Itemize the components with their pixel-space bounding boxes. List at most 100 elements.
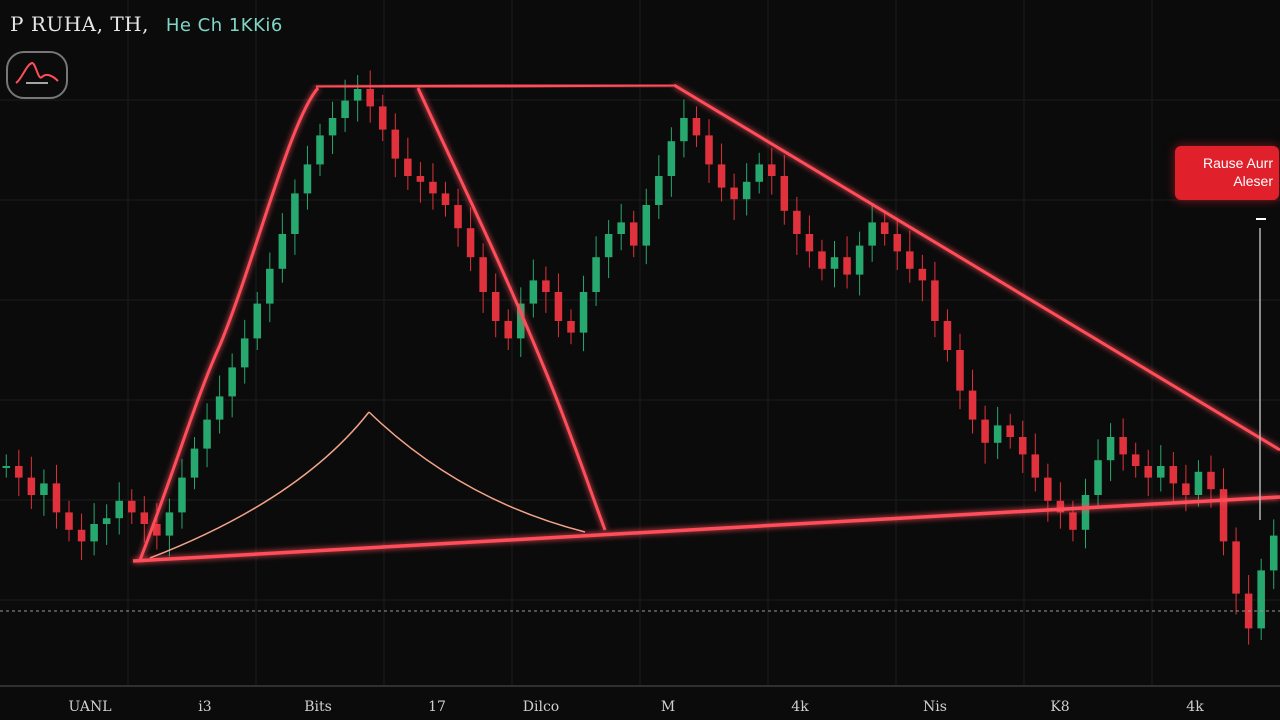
candle[interactable] [1119,437,1127,455]
candle[interactable] [755,164,763,182]
candle[interactable] [454,205,462,229]
candle[interactable] [1056,500,1065,513]
candle[interactable] [128,500,136,513]
candle[interactable] [1269,535,1278,571]
candle[interactable] [266,268,274,304]
candle[interactable] [278,234,287,269]
candle[interactable] [830,257,839,269]
candle[interactable] [692,118,701,136]
candle[interactable] [893,234,902,252]
candle[interactable] [868,222,876,246]
candle[interactable] [943,321,952,350]
candle[interactable] [253,303,262,339]
candle[interactable] [102,518,111,524]
candle[interactable] [341,100,349,118]
candle[interactable] [353,89,362,101]
candle[interactable] [1257,570,1265,629]
candle[interactable] [303,164,312,194]
candle[interactable] [240,338,249,368]
candle[interactable] [529,280,538,304]
candle[interactable] [328,118,337,136]
candle[interactable] [228,367,236,397]
candle[interactable] [115,500,123,519]
candle[interactable] [1182,483,1190,495]
candle[interactable] [1069,512,1077,530]
chart-logo-icon[interactable] [6,51,68,99]
candle[interactable] [818,251,826,269]
candle[interactable] [1044,477,1052,501]
alert-badge[interactable]: Rause Aurr Aleser [1175,146,1279,200]
candle[interactable] [65,512,73,530]
candle[interactable] [215,396,224,420]
candle[interactable] [805,234,814,252]
candle[interactable] [1106,437,1115,461]
candle[interactable] [1232,541,1240,594]
candle[interactable] [27,477,36,495]
candle[interactable] [504,321,512,339]
candle[interactable] [1081,495,1090,530]
top-flat-line[interactable] [315,83,675,89]
candle[interactable] [15,466,23,478]
candle[interactable] [316,135,324,165]
neckline[interactable] [132,495,1280,563]
candle[interactable] [1094,460,1102,495]
candle[interactable] [579,292,588,333]
candle[interactable] [140,512,149,524]
candle[interactable] [567,321,575,333]
candle[interactable] [968,390,977,420]
candle[interactable] [1157,466,1165,478]
candle[interactable] [617,222,625,234]
candle[interactable] [291,193,299,234]
candle[interactable] [705,135,713,165]
candle[interactable] [730,187,738,200]
candle[interactable] [378,106,387,130]
candle[interactable] [1207,471,1215,490]
candle[interactable] [441,193,450,205]
candle[interactable] [642,205,651,246]
candle[interactable] [165,512,174,536]
candle[interactable] [2,466,11,468]
descending-trend-line[interactable] [673,83,1280,452]
candle[interactable] [52,483,61,513]
candle[interactable] [491,292,500,321]
candle[interactable] [655,176,663,205]
candle[interactable] [517,303,525,339]
candle[interactable] [855,245,864,275]
candle[interactable] [629,222,638,246]
candle[interactable] [604,234,613,258]
candle[interactable] [717,164,726,188]
candle[interactable] [592,257,600,292]
candle[interactable] [1194,471,1203,495]
candle[interactable] [843,257,851,275]
candle[interactable] [793,210,801,234]
candle[interactable] [780,176,789,211]
candle[interactable] [906,251,914,269]
candle[interactable] [981,419,989,443]
candle[interactable] [742,181,751,200]
candle[interactable] [203,419,211,449]
candle[interactable] [554,292,563,321]
candle[interactable] [956,350,964,391]
candle[interactable] [667,141,676,176]
candle[interactable] [1006,425,1014,437]
candle[interactable] [931,280,939,321]
candle[interactable] [479,257,487,292]
candle[interactable] [190,448,199,478]
candle[interactable] [1219,489,1228,542]
candle[interactable] [40,483,48,495]
candle[interactable] [1131,454,1140,466]
candle[interactable] [153,524,161,536]
candle[interactable] [880,222,889,234]
candle[interactable] [77,529,86,542]
candle[interactable] [768,164,776,176]
candle[interactable] [680,118,688,142]
candle[interactable] [918,268,927,281]
candle[interactable] [1018,437,1027,455]
candle[interactable] [178,477,186,513]
candle[interactable] [90,524,98,542]
candle[interactable] [391,129,400,159]
candle[interactable] [466,228,475,258]
candle[interactable] [1144,466,1152,478]
candle[interactable] [1169,466,1178,484]
